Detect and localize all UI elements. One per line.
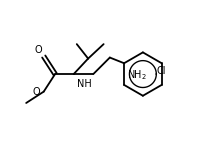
Text: Cl: Cl (157, 66, 166, 76)
Text: NH$_2$: NH$_2$ (127, 69, 147, 82)
Text: NH: NH (77, 79, 92, 89)
Text: O: O (34, 46, 42, 55)
Text: O: O (32, 87, 40, 97)
